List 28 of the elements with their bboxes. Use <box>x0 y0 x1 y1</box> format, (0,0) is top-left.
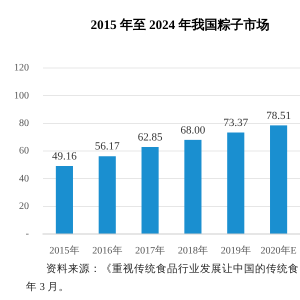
data-label: 68.00 <box>180 124 206 136</box>
bar <box>56 166 73 234</box>
x-tick-label: 2016年 <box>92 244 122 257</box>
x-tick-label: 2017年 <box>135 244 166 257</box>
bar <box>227 132 244 234</box>
y-tick-label: 40 <box>19 173 29 184</box>
y-tick-label: 60 <box>19 146 29 157</box>
bar <box>184 140 202 234</box>
x-tick-label: 2019年 <box>220 244 251 257</box>
data-label: 56.17 <box>94 140 120 153</box>
data-label: 49.16 <box>52 150 78 162</box>
bar <box>270 125 288 234</box>
chart-title: 2015 年至 2024 年我国粽子市场 <box>90 16 270 34</box>
bar <box>98 156 116 234</box>
text: 资料来源：《重视传统食品行业发展让中国的传统食 <box>46 262 299 276</box>
data-label: 78.51 <box>266 110 291 122</box>
y-tick-label: 100 <box>14 90 29 102</box>
y-tick-label: 120 <box>14 62 29 74</box>
y-tick-label: - <box>26 228 29 240</box>
x-tick-label: 2018年 <box>178 244 208 257</box>
y-tick-label: 80 <box>19 118 29 129</box>
text: 年 3 月。 <box>26 280 70 294</box>
data-label: 73.37 <box>223 116 249 129</box>
data-label: 62.85 <box>138 131 163 144</box>
x-tick-label: 2020年E <box>260 244 297 257</box>
y-tick-label: 20 <box>19 200 29 212</box>
bar <box>142 147 159 234</box>
x-tick-label: 2015年 <box>49 244 80 257</box>
